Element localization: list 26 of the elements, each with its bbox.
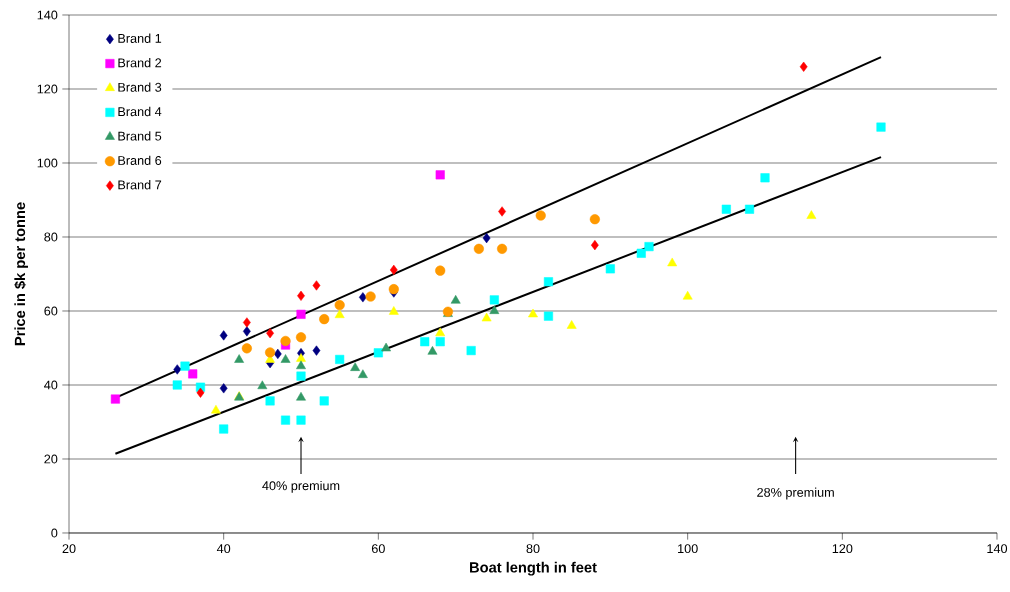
y-tick-label: 80 xyxy=(44,232,58,242)
legend-label: Brand 1 xyxy=(118,33,162,43)
y-tick-label: 0 xyxy=(51,528,58,538)
y-tick-label: 60 xyxy=(44,306,58,316)
legend-label: Brand 5 xyxy=(118,131,162,141)
y-tick-label: 100 xyxy=(37,158,58,168)
x-axis-title: Boat length in feet xyxy=(470,561,597,576)
legend-label: Brand 6 xyxy=(118,155,162,165)
y-axis-title: Price in $k per tonne xyxy=(14,202,28,346)
x-tick-label: 60 xyxy=(371,544,385,554)
y-tick-label: 140 xyxy=(37,10,58,20)
x-tick-label: 20 xyxy=(62,544,76,554)
annotation: 40% premium xyxy=(262,480,340,493)
x-tick-label: 100 xyxy=(678,544,698,554)
x-tick-label: 120 xyxy=(832,544,853,554)
annotation: 28% premium xyxy=(757,487,834,500)
y-tick-label: 20 xyxy=(44,454,58,464)
x-tick-label: 140 xyxy=(987,544,1008,554)
legend-label: Brand 2 xyxy=(118,58,162,68)
x-tick-label: 80 xyxy=(526,544,540,554)
y-tick-label: 40 xyxy=(44,380,58,390)
legend-label: Brand 7 xyxy=(118,180,162,190)
x-tick-label: 40 xyxy=(216,544,231,554)
y-tick-label: 120 xyxy=(37,84,58,94)
legend-label: Brand 3 xyxy=(118,82,162,92)
legend-label: Brand 4 xyxy=(118,106,162,117)
